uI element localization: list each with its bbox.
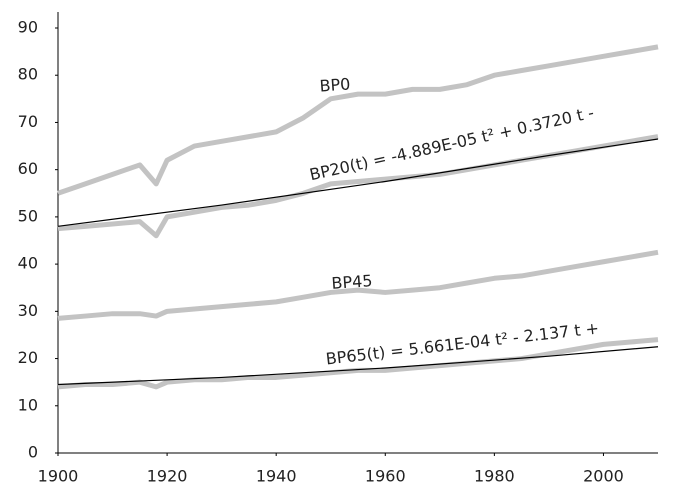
series-label: BP0: [319, 74, 351, 95]
y-tick-label: 80: [18, 65, 38, 84]
trend-line: [57, 138, 659, 227]
series-label: BP45: [331, 271, 373, 293]
series-line: [57, 44, 659, 196]
x-tick-label: 1980: [474, 467, 515, 486]
y-tick-label: 20: [18, 348, 38, 367]
y-tick-label: 90: [18, 18, 38, 37]
y-tick-label: 40: [18, 254, 38, 273]
x-tick-label: 1940: [256, 467, 297, 486]
trend-equation: BP65(t) = 5.661E-04 t² - 2.137 t +: [325, 318, 600, 368]
y-tick-label: 30: [18, 301, 38, 320]
x-tick-label: 1900: [38, 467, 79, 486]
y-tick-label: 60: [18, 159, 38, 178]
x-tick-label: 1960: [365, 467, 406, 486]
y-tick-label: 10: [18, 395, 38, 414]
x-tick-label: 2000: [583, 467, 624, 486]
trend-line: [57, 346, 659, 386]
series-line: [57, 249, 659, 321]
series-line: [57, 337, 659, 390]
y-tick-label: 50: [18, 206, 38, 225]
y-tick-label: 70: [18, 112, 38, 131]
x-tick-label: 1920: [147, 467, 188, 486]
series-line: [57, 134, 659, 239]
y-tick-label: 0: [28, 443, 38, 462]
